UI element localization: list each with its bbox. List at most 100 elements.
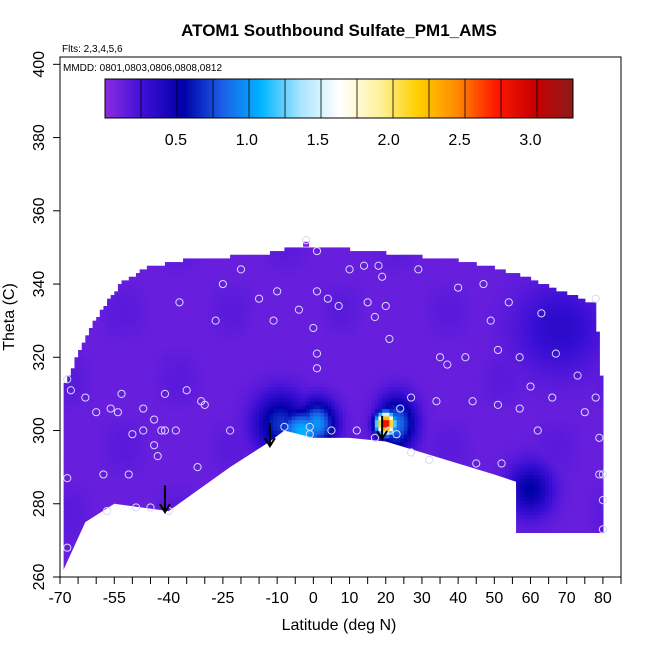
heatmap-cell xyxy=(338,386,343,391)
heatmap-cell xyxy=(349,291,354,296)
heatmap-cell xyxy=(204,258,209,263)
heatmap-cell xyxy=(74,478,79,483)
heatmap-cell xyxy=(353,393,358,399)
heatmap-cell xyxy=(244,291,249,296)
heatmap-cell xyxy=(273,371,278,377)
heatmap-cell xyxy=(107,445,112,450)
heatmap-cell xyxy=(175,368,181,373)
heatmap-cell xyxy=(193,397,199,402)
heatmap-cell xyxy=(146,360,152,366)
heatmap-cell xyxy=(136,379,141,384)
heatmap-cell xyxy=(117,346,123,351)
heatmap-cell xyxy=(367,327,372,333)
heatmap-cell xyxy=(92,459,97,465)
heatmap-cell xyxy=(240,280,246,285)
heatmap-cell xyxy=(172,273,177,278)
heatmap-cell xyxy=(295,335,300,340)
heatmap-cell xyxy=(342,368,347,373)
heatmap-cell xyxy=(92,335,97,340)
heatmap-cell xyxy=(175,426,181,432)
heatmap-cell xyxy=(244,375,249,380)
heatmap-cell xyxy=(240,412,246,417)
heatmap-cell xyxy=(262,401,267,406)
heatmap-cell xyxy=(364,251,369,256)
heatmap-cell xyxy=(63,408,68,413)
heatmap-cell xyxy=(164,357,170,362)
heatmap-cell xyxy=(157,360,162,366)
heatmap-cell xyxy=(324,386,329,391)
heatmap-cell xyxy=(150,437,155,443)
heatmap-cell xyxy=(81,445,86,450)
heatmap-cell xyxy=(306,298,311,303)
heatmap-cell xyxy=(150,485,155,490)
heatmap-cell xyxy=(313,247,318,252)
heatmap-cell xyxy=(248,441,253,446)
heatmap-cell xyxy=(212,262,217,267)
heatmap-cell xyxy=(237,291,242,296)
heatmap-cell xyxy=(345,386,351,391)
heatmap-cell xyxy=(164,302,170,307)
heatmap-cell xyxy=(212,295,217,300)
heatmap-cell xyxy=(244,265,249,270)
heatmap-cell xyxy=(280,298,285,303)
heatmap-cell xyxy=(262,360,267,366)
heatmap-cell xyxy=(183,265,188,270)
heatmap-cell xyxy=(78,364,83,369)
heatmap-cell xyxy=(99,485,105,490)
heatmap-cell xyxy=(233,368,238,373)
heatmap-cell xyxy=(92,474,97,479)
heatmap-cell xyxy=(70,533,76,538)
heatmap-cell xyxy=(327,349,333,355)
heatmap-cell xyxy=(353,298,358,303)
heatmap-cell xyxy=(154,393,159,399)
heatmap-cell xyxy=(154,357,159,362)
heatmap-cell xyxy=(237,338,242,344)
heatmap-cell xyxy=(255,280,260,285)
heatmap-cell xyxy=(136,470,141,476)
heatmap-cell xyxy=(364,342,369,347)
heatmap-cell xyxy=(143,459,148,465)
heatmap-cell xyxy=(139,295,144,300)
heatmap-cell xyxy=(114,423,119,428)
heatmap-cell xyxy=(288,386,293,391)
heatmap-cell xyxy=(230,254,235,260)
heatmap-cell xyxy=(179,441,184,446)
heatmap-cell xyxy=(183,335,188,340)
heatmap-cell xyxy=(146,342,152,347)
heatmap-cell xyxy=(259,269,264,274)
heatmap-cell xyxy=(128,382,133,388)
heatmap-cell xyxy=(331,262,336,267)
heatmap-cell xyxy=(219,262,224,267)
heatmap-cell xyxy=(78,467,83,472)
heatmap-cell xyxy=(349,393,354,399)
heatmap-cell xyxy=(335,393,340,399)
heatmap-cell xyxy=(291,273,296,278)
heatmap-cell xyxy=(244,331,249,336)
heatmap-cell xyxy=(230,353,235,358)
heatmap-cell xyxy=(168,327,173,333)
heatmap-cell xyxy=(157,371,162,377)
heatmap-cell xyxy=(327,346,333,351)
heatmap-cell xyxy=(298,386,304,391)
heatmap-cell xyxy=(63,426,68,432)
heatmap-cell xyxy=(262,327,267,333)
heatmap-cell xyxy=(139,456,144,461)
heatmap-cell xyxy=(324,331,329,336)
heatmap-cell xyxy=(233,346,238,351)
heatmap-cell xyxy=(161,379,166,384)
heatmap-cell xyxy=(186,364,191,369)
heatmap-cell xyxy=(212,324,217,329)
heatmap-cell xyxy=(103,404,108,410)
heatmap-cell xyxy=(128,412,133,417)
heatmap-cell xyxy=(316,390,322,395)
heatmap-cell xyxy=(273,287,278,292)
heatmap-cell xyxy=(63,404,68,410)
heatmap-cell xyxy=(324,346,329,351)
heatmap-cell xyxy=(342,273,347,278)
heatmap-cell xyxy=(154,419,159,424)
heatmap-cell xyxy=(338,419,343,424)
heatmap-cell xyxy=(215,324,220,329)
heatmap-cell xyxy=(280,386,285,391)
heatmap-cell xyxy=(349,342,354,347)
heatmap-cell xyxy=(168,295,173,300)
